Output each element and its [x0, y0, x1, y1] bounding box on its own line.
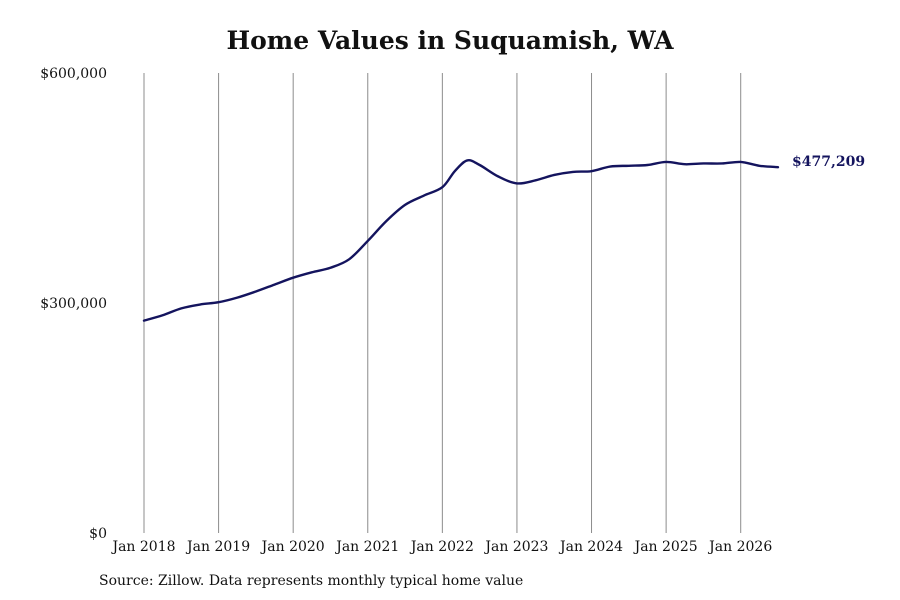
x-tick-label: Jan 2026: [707, 539, 772, 555]
x-tick-label: Jan 2019: [185, 539, 250, 555]
series-line-home-value: [142, 158, 780, 322]
chart-title: Home Values in Suquamish, WA: [226, 26, 674, 55]
x-tick-label: Jan 2022: [409, 539, 474, 555]
x-tick-label: Jan 2023: [483, 539, 548, 555]
gridlines: [143, 73, 742, 533]
source-note: Source: Zillow. Data represents monthly …: [99, 573, 524, 589]
y-tick-label: $600,000: [40, 66, 107, 82]
x-tick-label: Jan 2025: [633, 539, 698, 555]
x-axis-ticks: Jan 2018 Jan 2019 Jan 2020 Jan 2021 Jan 2022…: [110, 539, 772, 555]
x-tick-label: Jan 2021: [334, 539, 399, 555]
y-tick-label: $0: [89, 526, 107, 542]
x-tick-label: Jan 2024: [558, 539, 623, 555]
y-axis-ticks: $0 $300,000 $600,000: [40, 66, 107, 542]
y-tick-label: $300,000: [40, 296, 107, 312]
end-value-label: $477,209: [792, 154, 865, 170]
x-tick-label: Jan 2018: [110, 539, 175, 555]
x-tick-label: Jan 2020: [260, 539, 325, 555]
